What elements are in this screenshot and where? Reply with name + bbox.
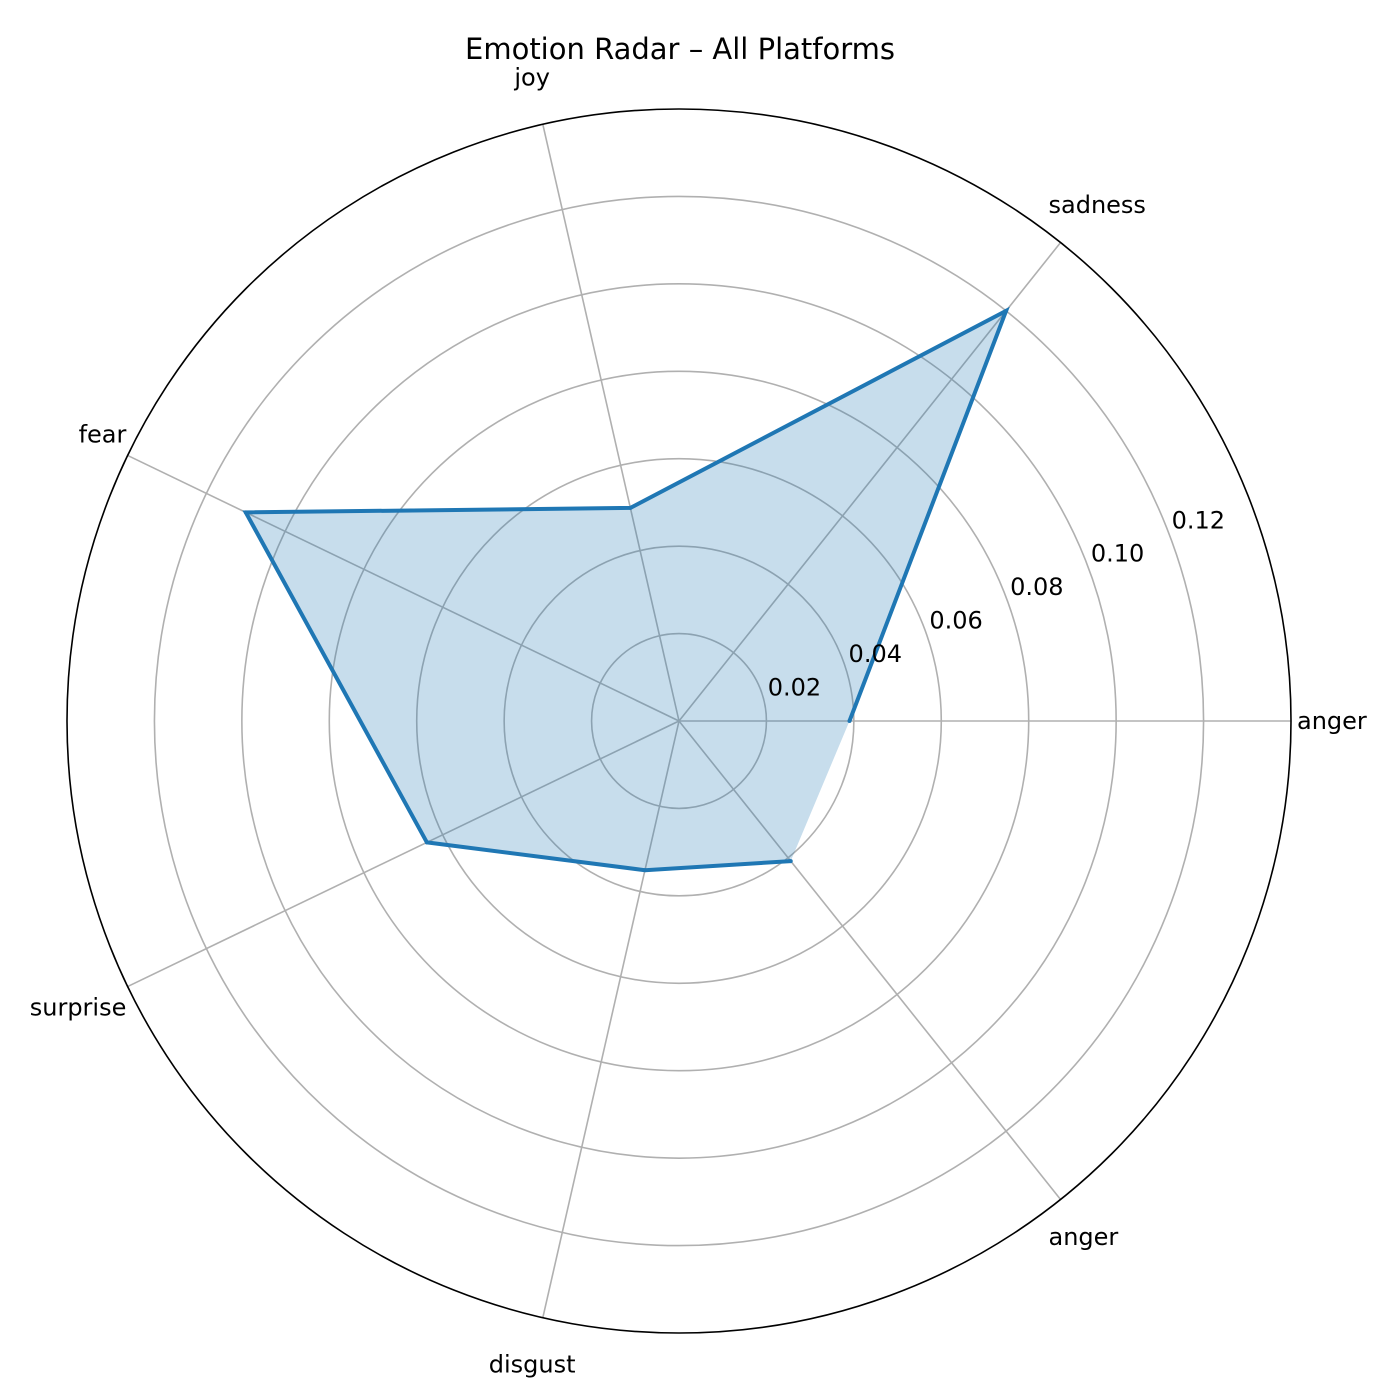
category-label-anger: anger: [1297, 707, 1367, 735]
category-label-fear: fear: [79, 421, 127, 449]
data-point-surprise: [424, 840, 429, 845]
category-label-surprise: surprise: [30, 993, 127, 1021]
chart-title: Emotion Radar – All Platforms: [465, 32, 895, 66]
radial-tick-label: 0.10: [1091, 540, 1144, 568]
grid-layer: [66, 108, 1292, 1334]
radial-tick-label: 0.12: [1172, 506, 1225, 534]
radial-tick-label: 0.02: [768, 674, 821, 702]
category-label-anger: anger: [1049, 1223, 1119, 1251]
data-point-sadness: [1004, 308, 1009, 313]
outer-ring: [66, 108, 1292, 1334]
radial-tick-label: 0.04: [849, 640, 902, 668]
category-label-joy: joy: [513, 64, 550, 92]
data-point-disgust: [642, 868, 647, 873]
data-point-fear: [243, 510, 248, 515]
spoke-6: [678, 720, 1062, 1200]
spoke-2: [542, 124, 680, 722]
spoke-3: [127, 454, 680, 722]
radial-tick-label: 0.08: [1010, 573, 1063, 601]
category-label-disgust: disgust: [489, 1350, 576, 1378]
label-layer: 0.02 0.04 0.06 0.08 0.10 0.12 anger sadness joy f…: [30, 64, 1367, 1379]
spoke-4: [127, 720, 680, 988]
category-label-sadness: sadness: [1049, 191, 1146, 219]
spoke-5: [542, 720, 680, 1318]
data-point-joy: [628, 505, 633, 510]
data-point-anger: [788, 859, 793, 864]
data-layer: [242, 306, 1010, 873]
data-point-anger: [847, 719, 852, 723]
series-area: [245, 310, 1007, 871]
spoke-1: [678, 242, 1062, 722]
radial-tick-label: 0.06: [929, 607, 982, 635]
